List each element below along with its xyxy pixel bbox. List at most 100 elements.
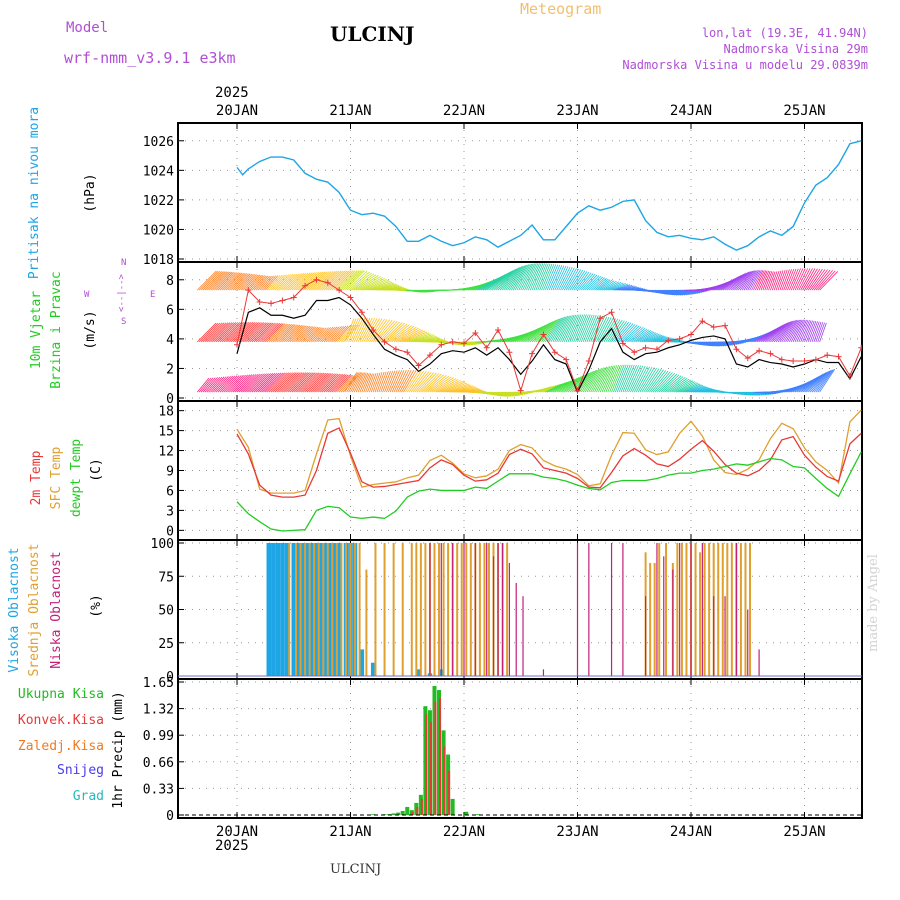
- wind-vector: [407, 333, 432, 343]
- wind-vector: [775, 320, 793, 343]
- wind-vector: [575, 271, 590, 291]
- wind-gust-marker: [347, 294, 354, 301]
- wind-vector: [386, 370, 396, 393]
- wind-vector: [607, 364, 620, 393]
- wind-gust-marker: [358, 309, 365, 316]
- wind-vector: [649, 335, 665, 343]
- mid-cloud-bar: [410, 543, 413, 676]
- wind-vector: [284, 372, 305, 393]
- wind-vector: [577, 314, 589, 342]
- mid-cloud-bar: [308, 543, 311, 676]
- wind-gust-marker: [710, 324, 717, 331]
- wind-vector: [238, 273, 254, 291]
- wind-vector: [215, 271, 234, 291]
- wind-vector: [687, 385, 705, 393]
- wind-gust-marker: [642, 344, 649, 351]
- wind-vector: [325, 270, 346, 291]
- wind-vector: [441, 381, 465, 393]
- wind-vector: [817, 270, 836, 291]
- wind-vector: [547, 383, 564, 393]
- wind-vector: [512, 264, 528, 291]
- mid-cloud-bar: [299, 543, 302, 676]
- wind-ytick-label: 8: [166, 274, 174, 289]
- xlabel-bottom: 24JAN: [670, 824, 712, 840]
- wind-vector: [291, 325, 307, 343]
- wind-vector: [620, 324, 638, 343]
- wind-vector: [809, 371, 829, 393]
- mid-cloud-bar: [676, 543, 679, 676]
- wind-vector: [582, 369, 598, 393]
- wind-vector: [321, 270, 342, 291]
- wind-vector: [598, 280, 613, 291]
- wind-vector: [789, 319, 802, 343]
- wind-vector: [198, 322, 219, 343]
- wind-vector: [367, 280, 391, 291]
- wind-vector: [526, 325, 546, 343]
- wind-vector: [370, 319, 388, 343]
- low-cloud-bar: [501, 543, 504, 676]
- wind-vector: [584, 275, 600, 291]
- wind-vector: [261, 323, 281, 343]
- high-cloud-bar: [271, 543, 276, 676]
- low-cloud-bar: [440, 543, 442, 676]
- wind-vector: [675, 381, 695, 393]
- wind-gust-marker: [438, 341, 445, 348]
- wind-vector: [563, 268, 577, 291]
- high-cloud-bar: [275, 543, 281, 676]
- pressure-ytick-label: 1018: [143, 253, 174, 268]
- wind-vector: [777, 269, 786, 291]
- wind-vector: [624, 364, 637, 393]
- wind-vector: [545, 383, 561, 393]
- wind-vector: [240, 274, 256, 291]
- wind-vector: [291, 272, 309, 291]
- wind-vector: [643, 368, 660, 393]
- xlabel-top: 23JAN: [556, 103, 598, 119]
- mid-cloud-bar: [383, 543, 386, 676]
- wind-vector: [353, 317, 366, 343]
- clouds-ytick-label: 0: [166, 670, 174, 685]
- wind-vector: [327, 374, 346, 393]
- wind-vector: [229, 273, 246, 291]
- wind-vector: [497, 268, 517, 291]
- wind-vector: [443, 382, 468, 393]
- wind-vector: [283, 273, 300, 291]
- wind-vector: [348, 271, 370, 291]
- wind-vector: [333, 325, 349, 343]
- mid-cloud-bar: [717, 543, 720, 676]
- wind-gust-marker: [631, 349, 638, 356]
- wind-vector: [562, 377, 580, 393]
- wind-vector: [284, 324, 301, 343]
- wind-vector: [272, 274, 287, 291]
- wind-vector: [811, 269, 828, 291]
- model-name: wrf-nmm_v3.9.1 e3km: [64, 49, 236, 67]
- wind-vector: [395, 327, 419, 343]
- low-cloud-bar: [713, 596, 715, 676]
- wind-vector: [617, 285, 635, 291]
- wind-vector: [664, 376, 684, 393]
- wind-vector: [694, 387, 711, 393]
- wind-vector: [802, 320, 812, 342]
- wind-gust-marker: [767, 350, 774, 357]
- wind-vector: [285, 372, 307, 393]
- wind-vector: [350, 372, 362, 393]
- mid-cloud-bar: [331, 543, 334, 676]
- wind-vector: [399, 369, 412, 393]
- wind-vector: [781, 269, 790, 291]
- wind-vector: [658, 289, 680, 296]
- wind-vector: [796, 268, 809, 291]
- wind-vector: [217, 375, 234, 393]
- wind-vector: [482, 275, 504, 291]
- wind-vector: [352, 372, 363, 393]
- wind-vector: [522, 326, 542, 343]
- wind-vector: [766, 271, 774, 291]
- wind-vector: [630, 328, 648, 343]
- wind-gust-marker: [483, 344, 490, 351]
- wind-vector: [582, 274, 598, 291]
- wind-vector: [382, 322, 403, 343]
- wind-gust-marker: [529, 350, 536, 357]
- mid-cloud-bar: [358, 543, 361, 676]
- precip-legend-item: Snijeg: [57, 763, 104, 778]
- sfc-temp-line: [236, 409, 862, 494]
- low-cloud-bar: [588, 543, 590, 676]
- wind-vector: [274, 323, 293, 343]
